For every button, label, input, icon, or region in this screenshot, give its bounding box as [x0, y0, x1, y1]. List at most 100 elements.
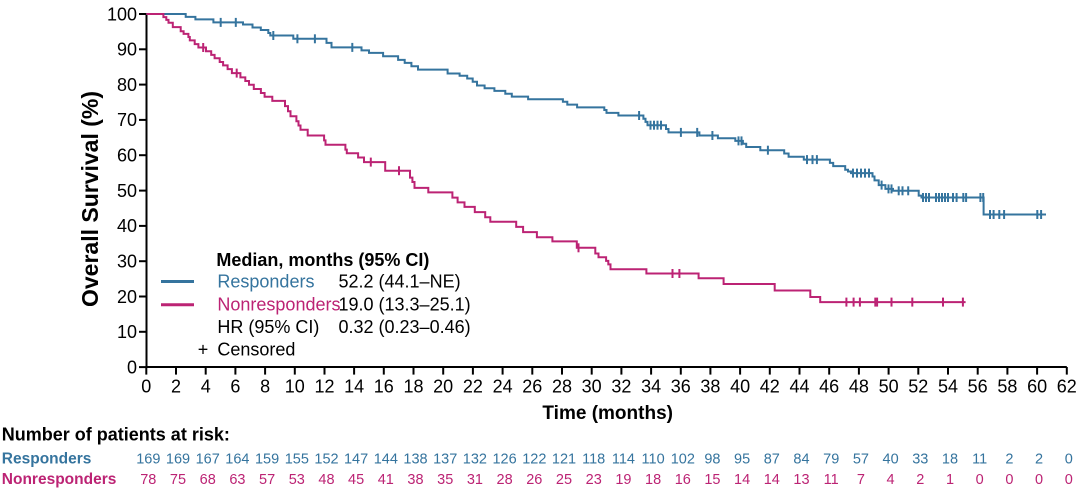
svg-text:35: 35: [437, 472, 453, 488]
svg-text:2: 2: [171, 377, 181, 397]
svg-text:90: 90: [117, 40, 137, 60]
svg-text:48: 48: [318, 472, 334, 488]
svg-text:114: 114: [612, 451, 635, 467]
svg-text:25: 25: [556, 472, 572, 488]
svg-text:164: 164: [225, 451, 249, 467]
svg-text:36: 36: [671, 377, 691, 397]
svg-text:0: 0: [976, 472, 984, 488]
svg-text:7: 7: [857, 472, 865, 488]
svg-text:70: 70: [117, 110, 137, 130]
svg-text:155: 155: [285, 451, 309, 467]
svg-text:122: 122: [522, 451, 546, 467]
svg-text:57: 57: [259, 472, 275, 488]
svg-text:10: 10: [285, 377, 305, 397]
svg-text:26: 26: [526, 472, 542, 488]
svg-text:8: 8: [260, 377, 270, 397]
svg-text:57: 57: [853, 451, 869, 467]
svg-text:0.32 (0.23–0.46): 0.32 (0.23–0.46): [339, 317, 471, 337]
svg-text:16: 16: [675, 472, 691, 488]
svg-text:Number of patients at risk:: Number of patients at risk:: [2, 424, 230, 444]
svg-text:2: 2: [1005, 451, 1013, 467]
svg-text:Time (months): Time (months): [542, 403, 673, 424]
svg-text:58: 58: [997, 377, 1017, 397]
svg-text:54: 54: [938, 377, 958, 397]
svg-text:78: 78: [140, 472, 156, 488]
svg-text:2: 2: [1035, 451, 1043, 467]
svg-text:56: 56: [968, 377, 988, 397]
svg-text:14: 14: [764, 472, 780, 488]
svg-text:6: 6: [230, 377, 240, 397]
svg-text:41: 41: [378, 472, 394, 488]
svg-text:30: 30: [582, 377, 602, 397]
svg-text:24: 24: [493, 377, 513, 397]
svg-text:118: 118: [582, 451, 605, 467]
svg-text:144: 144: [374, 451, 398, 467]
svg-text:Nonresponders: Nonresponders: [2, 471, 117, 488]
svg-text:19.0 (13.3–25.1): 19.0 (13.3–25.1): [339, 294, 471, 314]
svg-text:167: 167: [196, 451, 220, 467]
svg-text:0: 0: [1065, 451, 1073, 467]
svg-text:26: 26: [522, 377, 542, 397]
svg-text:53: 53: [289, 472, 305, 488]
svg-text:11: 11: [972, 451, 987, 467]
svg-text:46: 46: [819, 377, 839, 397]
svg-text:10: 10: [117, 322, 137, 342]
svg-text:HR (95% CI): HR (95% CI): [217, 317, 319, 337]
svg-text:30: 30: [117, 252, 137, 272]
svg-text:137: 137: [433, 451, 457, 467]
svg-text:Responders: Responders: [2, 450, 92, 467]
svg-text:0: 0: [127, 357, 137, 377]
svg-text:28: 28: [552, 377, 572, 397]
svg-text:15: 15: [704, 472, 720, 488]
svg-text:28: 28: [497, 472, 513, 488]
svg-text:68: 68: [200, 472, 216, 488]
svg-text:62: 62: [1057, 377, 1077, 397]
svg-text:Responders: Responders: [217, 271, 314, 291]
svg-text:147: 147: [344, 451, 368, 467]
svg-text:20: 20: [117, 287, 137, 307]
svg-text:2: 2: [916, 472, 924, 488]
svg-text:79: 79: [823, 451, 839, 467]
svg-text:0: 0: [141, 377, 151, 397]
svg-text:1: 1: [946, 472, 954, 488]
svg-text:Median, months (95% CI): Median, months (95% CI): [216, 250, 429, 270]
svg-text:100: 100: [107, 4, 137, 24]
svg-text:60: 60: [1027, 377, 1047, 397]
svg-text:16: 16: [374, 377, 394, 397]
svg-text:0: 0: [1035, 472, 1043, 488]
svg-text:11: 11: [824, 472, 839, 488]
svg-text:18: 18: [403, 377, 423, 397]
svg-text:126: 126: [492, 451, 516, 467]
svg-text:63: 63: [229, 472, 245, 488]
svg-text:31: 31: [467, 472, 483, 488]
svg-text:20: 20: [433, 377, 453, 397]
svg-text:18: 18: [645, 472, 661, 488]
svg-text:Nonresponders: Nonresponders: [217, 294, 340, 314]
svg-text:Censored: Censored: [217, 340, 295, 360]
svg-text:+: +: [198, 340, 209, 360]
svg-text:13: 13: [793, 472, 809, 488]
svg-text:40: 40: [730, 377, 750, 397]
svg-text:19: 19: [615, 472, 631, 488]
svg-text:138: 138: [403, 451, 427, 467]
svg-text:48: 48: [849, 377, 869, 397]
svg-text:121: 121: [552, 451, 576, 467]
svg-text:38: 38: [700, 377, 720, 397]
svg-text:132: 132: [463, 451, 487, 467]
svg-text:34: 34: [641, 377, 661, 397]
svg-text:4: 4: [887, 472, 895, 488]
svg-text:44: 44: [789, 377, 809, 397]
svg-text:42: 42: [760, 377, 780, 397]
svg-text:18: 18: [942, 451, 958, 467]
svg-text:12: 12: [314, 377, 334, 397]
svg-text:95: 95: [734, 451, 750, 467]
svg-text:169: 169: [136, 451, 160, 467]
svg-text:Overall Survival (%): Overall Survival (%): [77, 91, 103, 307]
svg-text:40: 40: [117, 216, 137, 236]
svg-text:52.2 (44.1–NE): 52.2 (44.1–NE): [339, 271, 461, 291]
svg-text:14: 14: [344, 377, 364, 397]
svg-text:80: 80: [117, 75, 137, 95]
svg-text:50: 50: [879, 377, 899, 397]
svg-text:75: 75: [170, 472, 186, 488]
svg-text:4: 4: [201, 377, 211, 397]
